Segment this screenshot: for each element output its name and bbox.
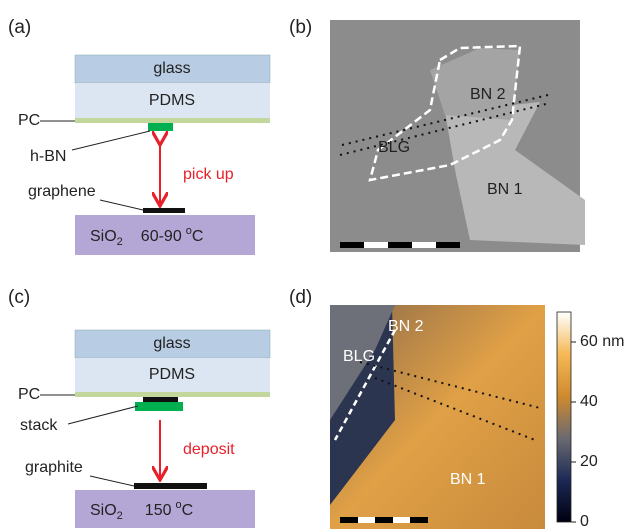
region-label: BN 2 [470, 86, 506, 103]
colorbar-tick-label: 40 [580, 393, 598, 410]
glass-layer [74, 54, 271, 84]
colorbar-tick-label: 60 nm [580, 333, 624, 350]
flake-pointer [71, 130, 151, 151]
colorbar [556, 311, 572, 523]
blg-outline [339, 102, 551, 156]
region-label: BLG [378, 139, 410, 156]
region-label: BN 1 [487, 181, 523, 198]
substrate [75, 490, 255, 528]
scale-bar-segment [340, 517, 428, 523]
temperature: 150 [145, 502, 172, 519]
flake-pointer [67, 405, 139, 425]
pdms-layer [75, 358, 270, 392]
temperature-unit: C [192, 228, 204, 245]
pdms-label: PDMS [149, 92, 195, 109]
flake-label: stack [20, 417, 58, 434]
scale-bar-segment [364, 242, 388, 248]
scale-bar-segment [412, 242, 436, 248]
action-label: pick up [183, 166, 234, 183]
substrate-label: SiO [90, 502, 117, 519]
substrate-label: SiO [90, 228, 117, 245]
pc-layer [75, 392, 270, 397]
blg-outline [341, 94, 549, 146]
temperature-sup: o [186, 225, 192, 237]
stack-top [143, 397, 178, 402]
blg-outline [359, 361, 541, 409]
substrate [75, 215, 255, 255]
region-label: BN 1 [450, 471, 486, 488]
action-label: deposit [183, 441, 235, 458]
panel-label: (d) [289, 287, 312, 308]
flake-label: h-BN [30, 148, 66, 165]
bn1-flake [445, 102, 585, 245]
colorbar-ticks: 60 nm 40 20 0 [571, 333, 624, 530]
substrate-text: SiO2 60-90 oC [90, 225, 203, 248]
glass-label: glass [153, 335, 190, 352]
pc-label: PC [18, 386, 40, 403]
scale-bar-segment [358, 517, 375, 523]
target-pointer [89, 475, 135, 487]
pdms-label: PDMS [149, 366, 195, 383]
panel-label: (c) [8, 287, 30, 308]
target-label: graphene [28, 183, 96, 200]
scale-bar [340, 242, 460, 248]
panel-label: (b) [289, 17, 312, 38]
pc-label: PC [18, 112, 40, 129]
scale-bar-segment [340, 242, 460, 248]
temperature-unit: C [182, 502, 194, 519]
target-flake [143, 208, 185, 213]
glass-label: glass [153, 60, 190, 77]
temperature-sup: o [176, 499, 182, 511]
substrate-sub: 2 [117, 236, 123, 248]
stack-bottom [135, 402, 183, 411]
bn2-flake [430, 48, 520, 120]
temperature: 60-90 [141, 228, 182, 245]
substrate-text: SiO2 150 oC [90, 499, 193, 522]
colorbar-tick-label: 0 [580, 513, 589, 530]
region-label: BN 2 [388, 318, 424, 335]
scale-bar [340, 517, 428, 523]
pc-layer [75, 118, 270, 123]
pdms-layer [75, 83, 270, 118]
bn1-region [330, 305, 545, 529]
target-label: graphite [25, 459, 83, 476]
scale-bar-segment [393, 517, 410, 523]
panel-label: (a) [8, 17, 31, 38]
target-flake [134, 483, 207, 489]
region-label: BLG [343, 348, 375, 365]
blg-outline [374, 377, 536, 441]
target-pointer [99, 199, 144, 211]
flake [148, 123, 173, 131]
bn2-edge [333, 329, 397, 441]
substrate-sub: 2 [117, 510, 123, 522]
blg-region [330, 305, 395, 420]
colorbar-tick-label: 20 [580, 453, 598, 470]
bn2-outline [368, 44, 522, 182]
